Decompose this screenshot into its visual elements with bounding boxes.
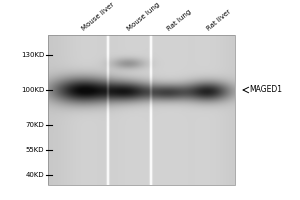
Text: MAGED1: MAGED1 — [249, 86, 282, 95]
Text: Rat lung: Rat lung — [166, 9, 192, 32]
Text: 55KD: 55KD — [26, 147, 44, 153]
Text: 70KD: 70KD — [25, 122, 44, 128]
Text: 130KD: 130KD — [21, 52, 44, 58]
Text: 40KD: 40KD — [26, 172, 44, 178]
Text: Rat liver: Rat liver — [206, 9, 232, 32]
Text: 100KD: 100KD — [21, 87, 44, 93]
Bar — [48, 35, 235, 185]
Text: Mouse liver: Mouse liver — [81, 2, 116, 32]
Text: Mouse lung: Mouse lung — [126, 2, 161, 32]
